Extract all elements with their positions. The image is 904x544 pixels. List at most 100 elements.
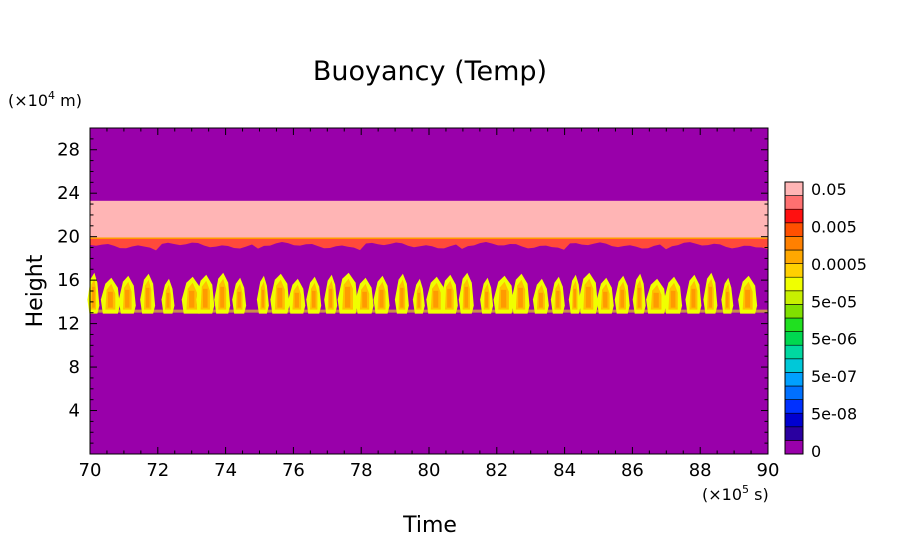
y-tick-label: 12 (57, 314, 80, 335)
colorbar-swatch (784, 385, 804, 400)
colorbar-swatch (784, 304, 804, 319)
x-tick-label: 90 (757, 460, 780, 481)
colorbar-label: 0.0005 (811, 255, 867, 274)
convective-cell (324, 274, 338, 314)
cell-core (745, 289, 751, 308)
y-axis-label: Height (23, 254, 48, 327)
cell-core (166, 292, 170, 308)
x-unit-exponent: 5 (742, 483, 749, 496)
colorbar-swatch (784, 358, 804, 373)
y-tick-label: 28 (57, 140, 80, 161)
cell-core (653, 292, 659, 308)
convective-cell (596, 277, 614, 314)
y-unit-base: (×10 (8, 91, 48, 110)
cell-base-strip (90, 309, 768, 313)
colorbar-label: 5e-06 (811, 330, 857, 349)
colorbar-swatch (784, 290, 804, 305)
convective-cell (306, 276, 322, 314)
cell-core (329, 288, 333, 308)
cell-core (620, 289, 625, 308)
cell-core (311, 290, 316, 308)
cell-core (237, 291, 241, 308)
colorbar-swatch (784, 331, 804, 346)
convective-cell (440, 274, 458, 314)
y-tick-label: 24 (57, 183, 80, 204)
colorbar-swatch (784, 372, 804, 387)
convective-cell (214, 272, 231, 314)
cell-core (145, 287, 150, 308)
cell-core (189, 290, 195, 308)
convective-cells (87, 272, 768, 314)
colorbar-label: 0.05 (811, 180, 847, 199)
cell-core (344, 286, 351, 308)
y-tick-label: 20 (57, 227, 80, 248)
colorbar-swatch (784, 426, 804, 441)
convective-cell (256, 275, 269, 314)
convective-cell (337, 272, 358, 314)
colorbar-swatch (784, 236, 804, 251)
y-tick-label: 4 (69, 401, 80, 422)
colorbar-label: 5e-05 (811, 292, 857, 311)
colorbar-label: 5e-07 (811, 367, 857, 386)
cell-core (538, 292, 543, 308)
cell-core (400, 287, 404, 308)
cell-core (691, 288, 696, 308)
colorbar-swatch (784, 440, 804, 455)
cell-core (725, 291, 729, 308)
colorbar-swatch (784, 249, 804, 264)
colorbar-swatch (784, 181, 804, 196)
convective-cell (614, 275, 630, 314)
upper-band (90, 200, 768, 238)
y-unit-exponent: 4 (48, 89, 55, 102)
convective-cell (181, 276, 202, 314)
colorbar-label: 0 (811, 442, 821, 461)
convective-cell (355, 277, 374, 314)
colorbar-swatch (784, 276, 804, 292)
convective-cell (685, 274, 702, 314)
convective-cell (550, 276, 565, 314)
y-unit-tail: m) (55, 91, 82, 110)
cell-core (637, 287, 641, 308)
cell-core (362, 291, 367, 308)
cell-core (447, 288, 452, 308)
colorbar: 0 5e-08 5e-07 5e-06 5e-05 0.0005 0.005 0.05 (784, 180, 867, 461)
x-tick-label: 74 (214, 460, 237, 481)
cell-core (433, 290, 439, 308)
x-tick-label: 70 (79, 460, 102, 481)
convective-cell (232, 277, 247, 314)
colorbar-swatch (784, 222, 804, 237)
cell-core (294, 292, 299, 308)
convective-cell (511, 273, 530, 314)
colorbar-swatch (784, 399, 804, 414)
cell-core (500, 289, 507, 308)
convective-cell (646, 278, 667, 314)
cell-core (556, 290, 560, 308)
x-axis-label: Time (402, 513, 457, 538)
colorbar-swatch (784, 317, 804, 332)
convective-cell (288, 278, 306, 314)
x-tick-label: 72 (146, 460, 169, 481)
cell-core (603, 291, 608, 308)
plot-area (87, 127, 769, 455)
colorbar-label: 0.005 (811, 217, 857, 236)
x-tick-label: 84 (553, 460, 576, 481)
x-tick-label: 78 (350, 460, 373, 481)
colorbar-label: 5e-08 (811, 405, 857, 424)
x-unit-label: (×105 s) (702, 483, 769, 504)
colorbar-frame (784, 181, 804, 455)
cell-core (107, 291, 113, 308)
cell-core (708, 286, 713, 308)
convective-cell (721, 277, 734, 314)
colorbar-swatch (784, 412, 804, 428)
convective-cell (394, 273, 409, 314)
x-tick-label: 88 (689, 460, 712, 481)
convective-cell (664, 276, 683, 314)
y-tick-label: 16 (57, 270, 80, 291)
y-unit-label: (×104 m) (8, 89, 82, 110)
convective-cell (412, 278, 425, 314)
convective-cell (196, 274, 215, 314)
y-tick-label: 8 (69, 357, 80, 378)
cell-core (518, 287, 523, 308)
x-tick-label: 76 (282, 460, 305, 481)
